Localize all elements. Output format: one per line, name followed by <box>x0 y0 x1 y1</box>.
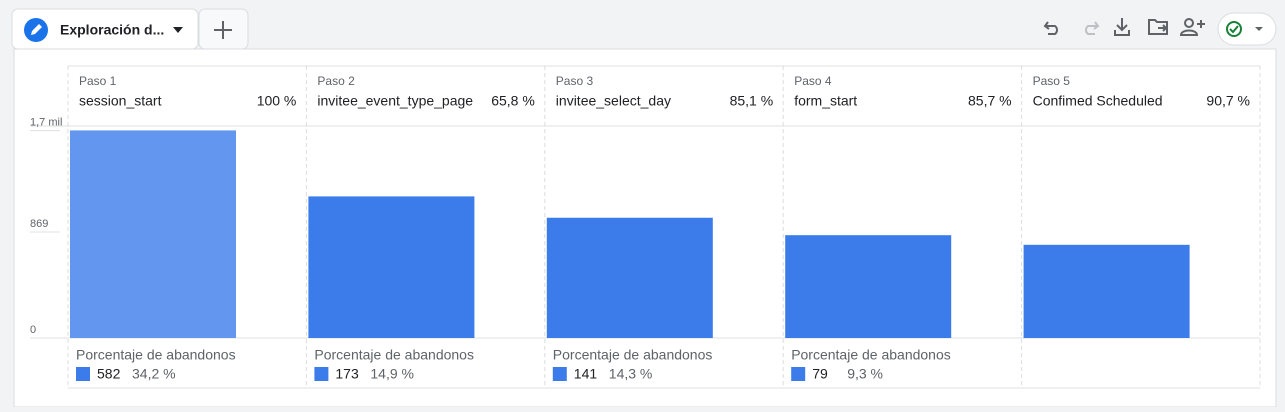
check <box>1229 25 1239 34</box>
dropoff-label: Porcentaje de abandonos <box>553 347 713 363</box>
dropoff-label: Porcentaje de abandonos <box>314 347 474 363</box>
step-name: Confimed Scheduled <box>1033 93 1163 109</box>
status-menu <box>1255 27 1263 31</box>
plus <box>214 21 232 39</box>
step-rate: 65,8 % <box>491 93 535 109</box>
step-name: invitee_select_day <box>556 93 671 109</box>
dropoff-label: Porcentaje de abandonos <box>76 347 236 363</box>
bar <box>70 130 236 338</box>
dropoff-rate: 14,9 % <box>370 366 414 382</box>
tab-title[interactable]: Exploración d... <box>60 22 164 38</box>
bar <box>785 235 952 338</box>
step-label: Paso 3 <box>556 74 594 88</box>
y-tick-label: 1,7 mil <box>30 117 62 129</box>
step-rate: 85,7 % <box>968 93 1012 109</box>
dropoff-rate: 9,3 % <box>847 366 883 382</box>
step-rate: 90,7 % <box>1206 93 1250 109</box>
y-tick-label: 869 <box>30 218 48 230</box>
dropoff-label: Porcentaje de abandonos <box>791 347 951 363</box>
dropoff-swatch <box>791 367 806 381</box>
dropoff-count: 173 <box>335 366 359 382</box>
step-label: Paso 1 <box>79 74 117 88</box>
check-icon <box>1226 21 1242 37</box>
dropoff-rate: 14,3 % <box>609 366 653 382</box>
dropoff-count: 141 <box>574 366 598 382</box>
bar <box>308 196 475 338</box>
bar <box>1023 244 1190 338</box>
dropoff-swatch <box>76 367 90 381</box>
step-name: form_start <box>794 93 857 109</box>
step-label: Paso 4 <box>794 74 832 88</box>
redo[interactable] <box>1085 21 1100 35</box>
dropoff-swatch <box>552 367 567 381</box>
share[interactable] <box>1184 18 1194 28</box>
status-button[interactable] <box>1217 12 1277 46</box>
download[interactable] <box>1114 18 1130 36</box>
step-label: Paso 2 <box>317 74 355 88</box>
toolbar <box>1043 18 1205 36</box>
dropoff-count: 79 <box>812 366 828 382</box>
undo[interactable] <box>1043 21 1058 35</box>
dropoff-rate: 34,2 % <box>132 366 176 382</box>
step-rate: 85,1 % <box>730 93 774 109</box>
step-rate: 100 % <box>257 93 297 109</box>
dropoff-count: 582 <box>97 366 121 382</box>
y-tick-label: 0 <box>30 324 36 336</box>
step-label: Paso 5 <box>1033 74 1071 88</box>
bar <box>546 217 713 338</box>
share-body <box>1179 20 1205 36</box>
step-name: invitee_event_type_page <box>317 93 473 109</box>
move[interactable] <box>1148 19 1168 35</box>
step-name: session_start <box>79 93 162 109</box>
tab-menu[interactable] <box>173 27 183 33</box>
chart: 0 869 1,7 mil Paso 1 session_start 100 % Paso … <box>30 65 1261 389</box>
pencil <box>31 24 42 35</box>
dropoff-swatch <box>314 367 329 381</box>
